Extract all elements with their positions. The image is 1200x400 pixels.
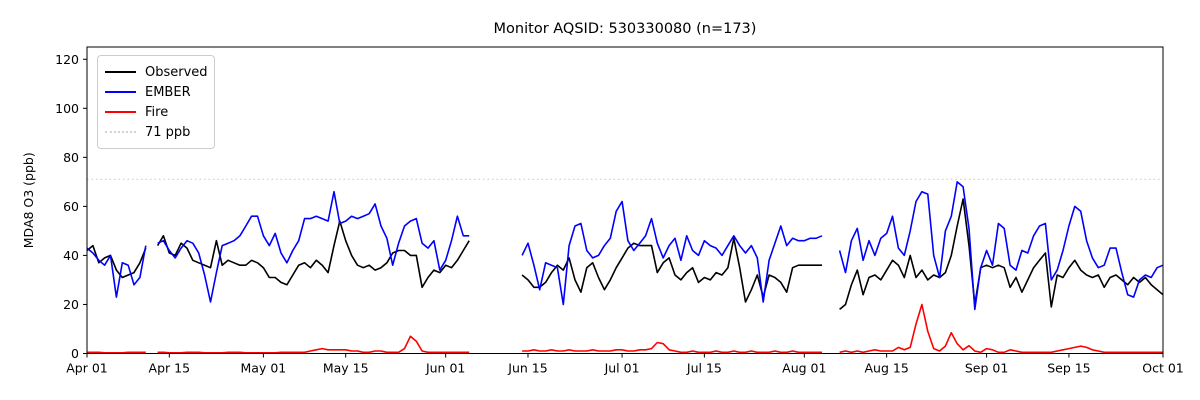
y-tick-label: 60 (63, 199, 79, 214)
ember-line-swatch (105, 91, 136, 93)
series-line-observed (86, 198, 1164, 311)
fire-line-swatch (105, 111, 136, 113)
x-tick-label: Sep 01 (965, 361, 1008, 376)
y-axis-label: MDA8 O3 (ppb) (21, 152, 36, 248)
x-tick-label: Oct 01 (1142, 361, 1184, 376)
legend-item-fire: Fire (105, 102, 206, 122)
legend-item-threshold: 71 ppb (105, 122, 206, 142)
x-tick-label: Apr 15 (149, 361, 191, 376)
x-tick-label: May 15 (323, 361, 369, 376)
x-tick-label: Jul 15 (686, 361, 722, 376)
x-tick-label: Jun 01 (425, 361, 465, 376)
legend-item-observed: Observed (105, 62, 208, 82)
x-tick-label: Aug 15 (865, 361, 909, 376)
observed-line-swatch (105, 71, 136, 73)
y-tick-label: 0 (71, 346, 79, 361)
threshold-line-swatch (105, 131, 136, 133)
y-tick-label: 20 (63, 297, 79, 312)
x-tick-label: May 01 (241, 361, 287, 376)
legend-label: 71 ppb (145, 124, 191, 140)
axes-spines (86, 46, 1164, 354)
series-line-fire (87, 303, 1163, 354)
chart-title: Monitor AQSID: 530330080 (n=173) (494, 21, 757, 37)
x-tick-label: Jun 15 (507, 361, 547, 376)
legend: Observed EMBER Fire 71 ppb (97, 55, 215, 149)
legend-label: Fire (145, 104, 169, 120)
y-tick-label: 80 (63, 150, 79, 165)
x-tick-label: Sep 15 (1047, 361, 1090, 376)
series-line-ember (86, 181, 1164, 311)
x-tick-label: Aug 01 (782, 361, 826, 376)
x-tick-label: Jul 01 (604, 361, 640, 376)
legend-item-ember: EMBER (105, 82, 206, 102)
y-tick-label: 100 (55, 101, 79, 116)
legend-label: Observed (145, 64, 208, 80)
y-tick-label: 40 (63, 248, 79, 263)
legend-label: EMBER (145, 84, 191, 100)
x-tick-label: Apr 01 (66, 361, 108, 376)
y-tick-label: 120 (55, 52, 79, 67)
